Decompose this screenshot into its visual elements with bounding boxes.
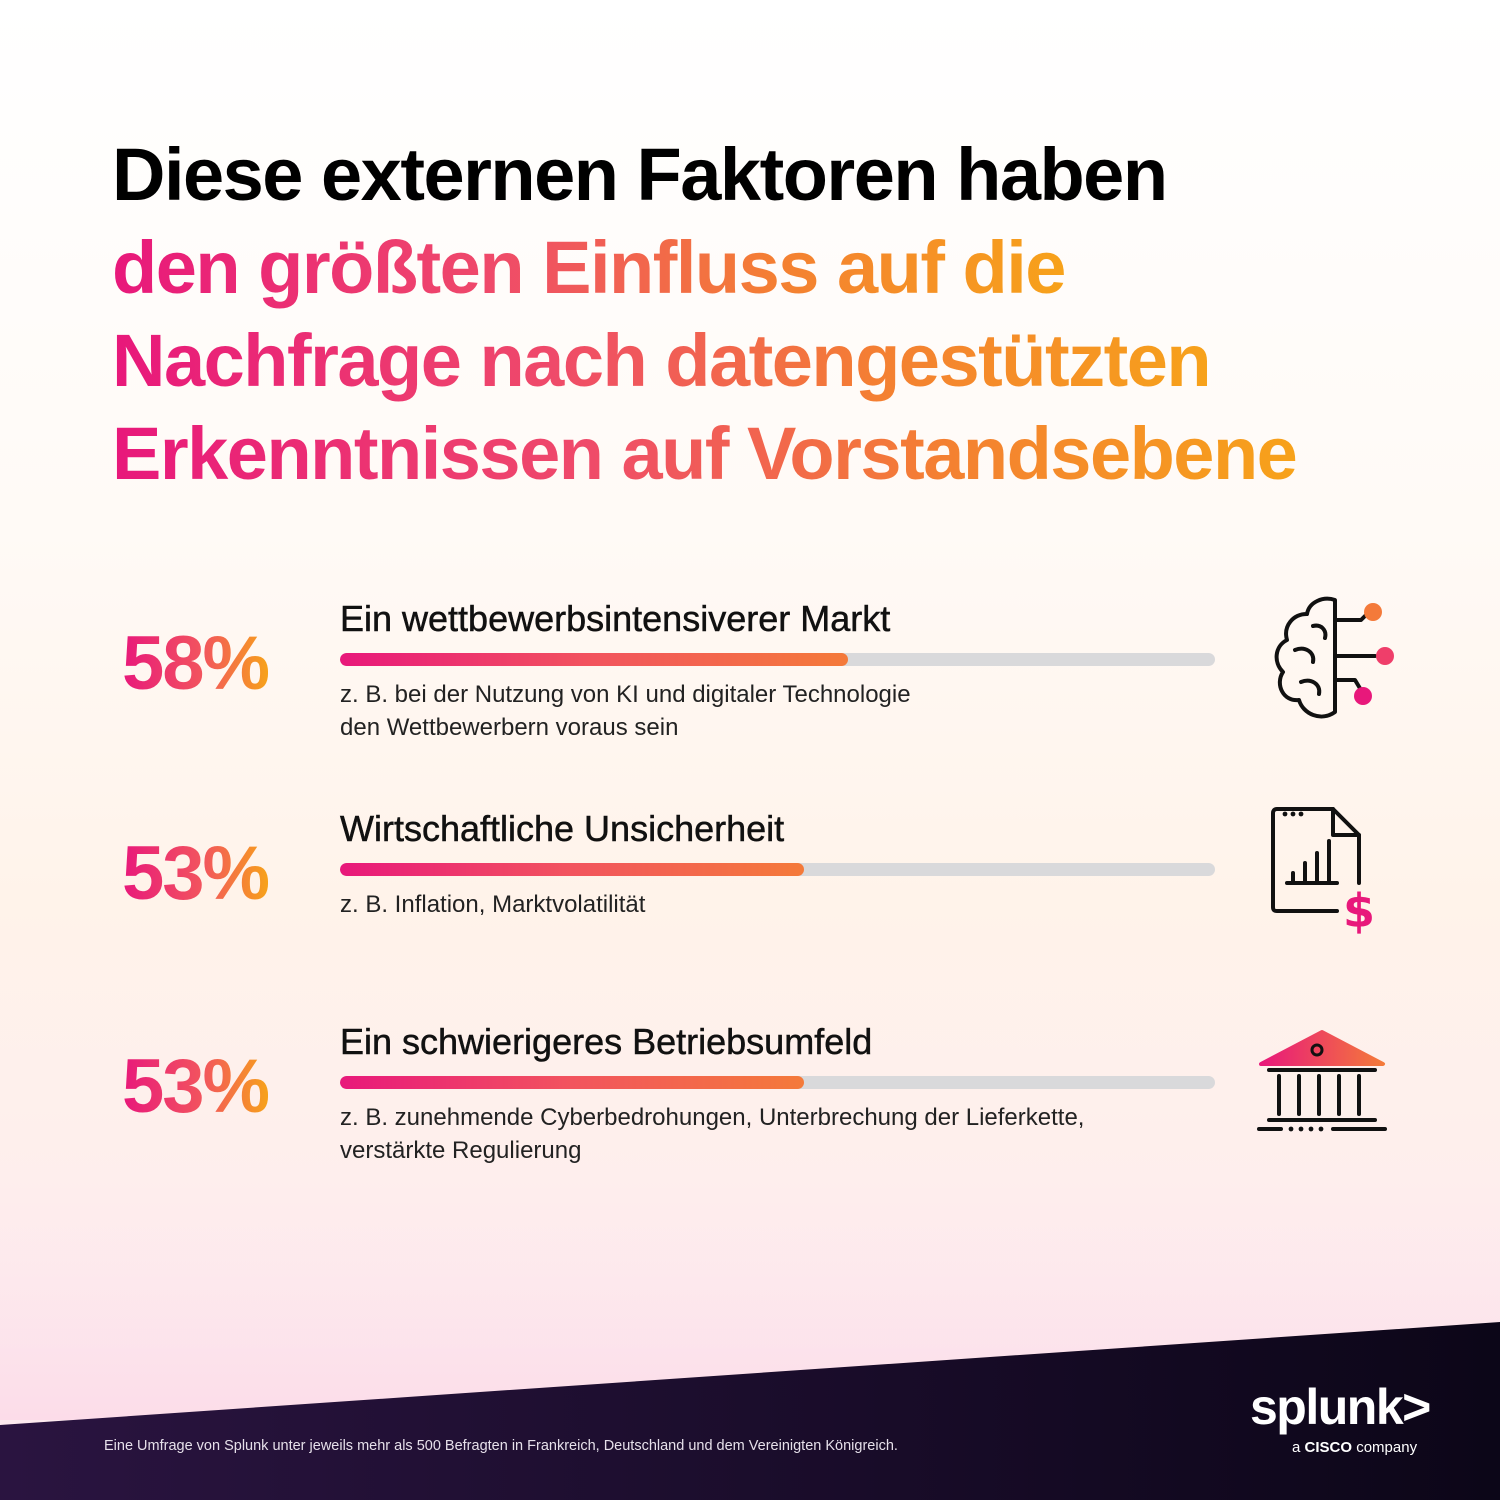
footnote: Eine Umfrage von Splunk unter jeweils me… [104, 1438, 898, 1454]
headline-line-2: den größten Einfluss auf die [112, 221, 1066, 314]
factor-title: Wirtschaftliche Unsicherheit [340, 808, 785, 850]
svg-text:$: $ [1343, 884, 1375, 935]
factor-percent: 53% [122, 831, 270, 916]
factor-percent: 53% [122, 1044, 270, 1129]
splunk-logo: splunk> [1250, 1379, 1431, 1435]
headline-line-1: Diese externen Faktoren haben [112, 133, 1168, 216]
factor-row-2: 53% Wirtschaftliche Unsicherheit z. B. I… [0, 800, 1500, 990]
factor-bar-fill [340, 653, 848, 666]
factor-bar-track [340, 863, 1215, 876]
factor-row-3: 53% Ein schwierigeres Betriebsumfeld z. … [0, 1013, 1500, 1203]
headline-line-3: Nachfrage nach datengestützten [112, 314, 1212, 407]
factor-title: Ein wettbewerbsintensiverer Markt [340, 598, 891, 640]
factor-bar-fill [340, 863, 804, 876]
headline-line-4: Erkenntnissen auf Vorstandsebene [112, 407, 1298, 500]
tagline-a: a [1292, 1439, 1301, 1456]
logo-tagline: a CISCO company [1292, 1439, 1417, 1456]
factor-bar-track [340, 653, 1215, 666]
headline: Diese externen Faktoren haben den größte… [112, 128, 1472, 500]
factor-bar-fill [340, 1076, 804, 1089]
tagline-brand: CISCO [1304, 1439, 1353, 1456]
factor-description: z. B. bei der Nutzung von KI und digital… [340, 681, 911, 741]
factor-description: z. B. Inflation, Marktvolatilität [340, 891, 646, 918]
factor-row-1: 58% Ein wettbewerbsintensiverer Markt z.… [0, 590, 1500, 780]
factor-title: Ein schwierigeres Betriebsumfeld [340, 1021, 873, 1063]
bank-building-icon [1257, 1030, 1387, 1132]
factor-percent: 58% [122, 621, 270, 706]
factor-bar-track [340, 1076, 1215, 1089]
tagline-company: company [1356, 1439, 1418, 1456]
factor-description: z. B. zunehmende Cyberbedrohungen, Unter… [340, 1104, 1085, 1164]
brain-network-icon [1274, 596, 1394, 719]
financial-report-icon: $ [1271, 807, 1375, 935]
